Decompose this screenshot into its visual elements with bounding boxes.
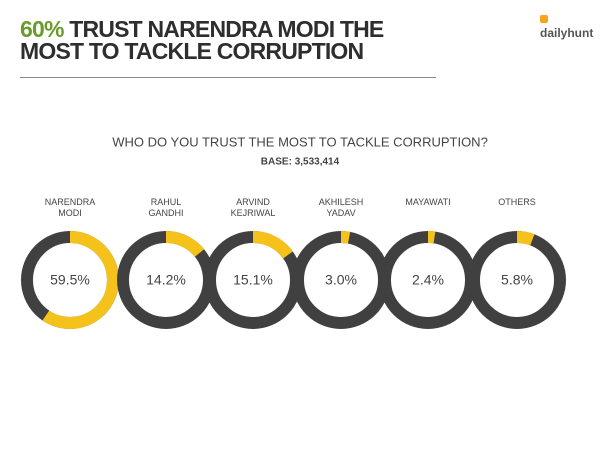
headline: 60% TRUST NARENDRA MODI THE MOST TO TACK… — [20, 16, 450, 64]
donut-segment — [252, 231, 293, 259]
donut-segment — [165, 231, 205, 258]
category-label: NARENDRA MODI — [44, 197, 96, 218]
logo: dailyhunt — [540, 12, 600, 40]
chart-title: WHO DO YOU TRUST THE MOST TO TACKLE CORR… — [112, 134, 488, 149]
category-label: MAYAWATI — [405, 197, 451, 207]
value-label: 5.8% — [501, 272, 533, 288]
donut-segment — [516, 231, 535, 246]
value-label: 59.5% — [50, 272, 90, 288]
chart-subtitle: BASE: 3,533,414 — [261, 157, 340, 168]
donut-segment — [42, 231, 119, 329]
category-label: AKHILESH YADAV — [318, 197, 364, 218]
value-label: 14.2% — [146, 272, 186, 288]
divider — [20, 77, 436, 78]
category-label: OTHERS — [498, 197, 536, 207]
value-label: 3.0% — [325, 272, 357, 288]
category-label: RAHUL GANDHI — [148, 197, 184, 218]
value-label: 2.4% — [412, 272, 444, 288]
donut-segment — [340, 231, 351, 244]
value-label: 15.1% — [233, 272, 273, 288]
headline-title: TRUST NARENDRA MODI THE MOST TO TACKLE C… — [20, 16, 384, 64]
category-label: ARVIND KEJRIWAL — [230, 197, 276, 218]
headline-highlight: 60% — [20, 16, 64, 42]
